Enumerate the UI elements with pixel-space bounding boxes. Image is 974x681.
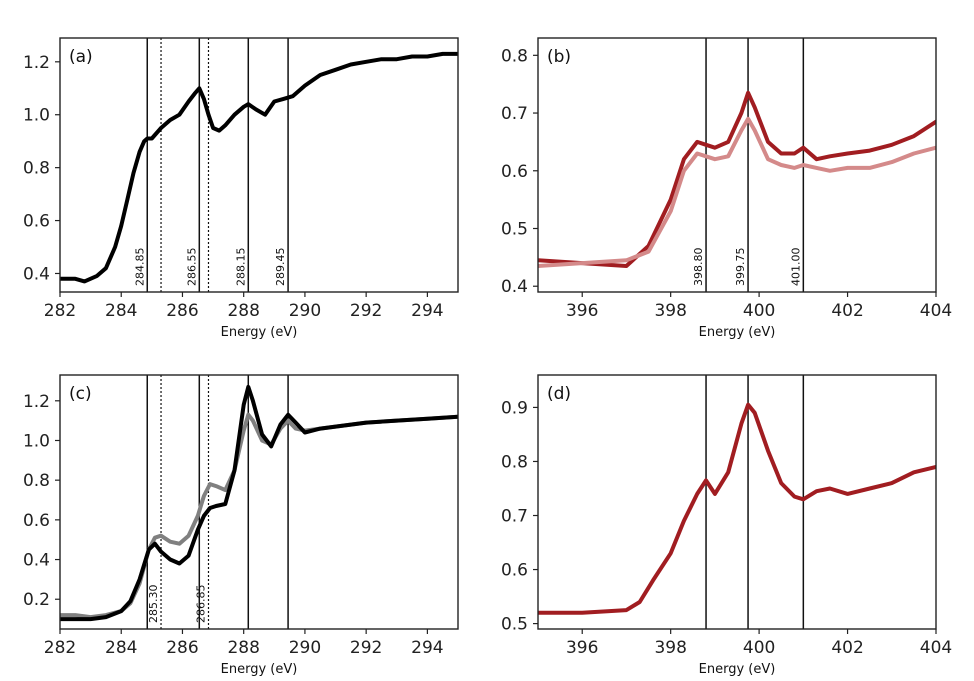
x-tick-label-d-3: 402 [831, 638, 863, 658]
panel-a: 284.85 286.55 288.15 289.45 282 284 286 288 290 2… [23, 37, 459, 340]
y-tick-label-b-2: 0.6 [501, 162, 528, 182]
panel-label-c: (c) [69, 384, 92, 404]
plot-frame-a [59, 37, 459, 293]
x-tick-label-d-0: 396 [566, 638, 598, 658]
series-c-gray [60, 412, 458, 620]
y-tick-label-b-3: 0.7 [501, 104, 528, 124]
x-tick-label-b-4: 404 [920, 301, 952, 321]
x-axis-label-a: Energy (eV) [221, 325, 298, 340]
plot-frame-c [59, 374, 459, 630]
panel-label-d: (d) [547, 384, 571, 404]
y-tick-label-a-4: 1.2 [23, 53, 50, 73]
y-tick-label-c-5: 1.2 [23, 392, 50, 412]
x-tick-label-b-3: 402 [831, 301, 863, 321]
x-tick-label-c-5: 292 [350, 638, 382, 658]
y-tick-label-c-2: 0.6 [23, 511, 50, 531]
vline-label-b-0: 398.80 [692, 248, 705, 287]
x-axis-label-b: Energy (eV) [699, 325, 776, 340]
x-tick-label-a-2: 286 [166, 301, 198, 321]
y-tick-label-a-0: 0.4 [23, 264, 50, 284]
plot-frame-b [537, 37, 937, 293]
vline-label-a-5: 289.45 [274, 248, 287, 287]
x-tick-label-a-5: 292 [350, 301, 382, 321]
y-tick-label-d-2: 0.7 [501, 507, 528, 527]
x-tick-label-d-4: 404 [920, 638, 952, 658]
x-axis-label-c: Energy (eV) [221, 662, 298, 677]
vline-label-b-1: 399.75 [734, 248, 747, 287]
panel-d: 396 398 400 402 404 0.5 0.6 0.7 0.8 0.9 Energy (eV… [501, 374, 952, 677]
x-tick-label-c-0: 282 [44, 638, 76, 658]
x-tick-label-b-2: 400 [743, 301, 775, 321]
series-a-spectrum [60, 51, 458, 284]
x-tick-label-a-0: 282 [44, 301, 76, 321]
vline-label-a-0: 284.85 [133, 248, 146, 287]
panel-c: 285.30 286.85 282 284 286 288 290 292 294 0.2 0.4 0… [23, 374, 459, 677]
y-tick-label-b-4: 0.8 [501, 46, 528, 66]
y-tick-label-d-3: 0.8 [501, 452, 528, 472]
y-tick-label-b-0: 0.4 [501, 277, 528, 297]
x-tick-label-d-1: 398 [654, 638, 686, 658]
x-tick-label-a-1: 284 [105, 301, 137, 321]
series-c-black [60, 384, 458, 622]
panel-b: 398.80 399.75 401.00 396 398 400 402 404 0.4 0.5 0… [501, 37, 952, 340]
y-tick-label-c-3: 0.8 [23, 471, 50, 491]
y-tick-label-d-1: 0.6 [501, 561, 528, 581]
y-tick-label-d-4: 0.9 [501, 398, 528, 418]
series-b-dark [538, 90, 936, 268]
plot-frame-d [537, 374, 937, 630]
y-tick-label-c-1: 0.4 [23, 551, 50, 571]
x-tick-label-c-1: 284 [105, 638, 137, 658]
x-tick-label-a-4: 290 [289, 301, 321, 321]
x-tick-label-a-6: 294 [411, 301, 443, 321]
y-tick-label-d-0: 0.5 [501, 615, 528, 635]
vline-label-c-1: 285.30 [147, 585, 160, 624]
x-tick-label-d-2: 400 [743, 638, 775, 658]
x-tick-label-a-3: 288 [227, 301, 259, 321]
x-tick-label-b-0: 396 [566, 301, 598, 321]
x-tick-label-c-4: 290 [289, 638, 321, 658]
y-tick-label-b-1: 0.5 [501, 220, 528, 240]
panel-label-a: (a) [69, 47, 93, 67]
y-tick-label-a-2: 0.8 [23, 159, 50, 179]
x-tick-label-c-3: 288 [227, 638, 259, 658]
x-tick-label-c-6: 294 [411, 638, 443, 658]
vline-label-a-2: 286.55 [185, 248, 198, 287]
y-tick-label-c-0: 0.2 [23, 590, 50, 610]
vline-label-a-4: 288.15 [234, 248, 247, 286]
vline-label-b-2: 401.00 [789, 248, 802, 287]
y-tick-label-c-4: 1.0 [23, 431, 50, 451]
series-b-light [538, 116, 936, 268]
x-tick-label-c-2: 286 [166, 638, 198, 658]
vline-label-c-3: 286.85 [194, 585, 207, 624]
x-axis-label-d: Energy (eV) [699, 662, 776, 677]
y-tick-label-a-1: 0.6 [23, 212, 50, 232]
y-tick-label-a-3: 1.0 [23, 106, 50, 126]
panel-label-b: (b) [547, 47, 571, 67]
series-d-red [538, 402, 936, 615]
x-tick-label-b-1: 398 [654, 301, 686, 321]
